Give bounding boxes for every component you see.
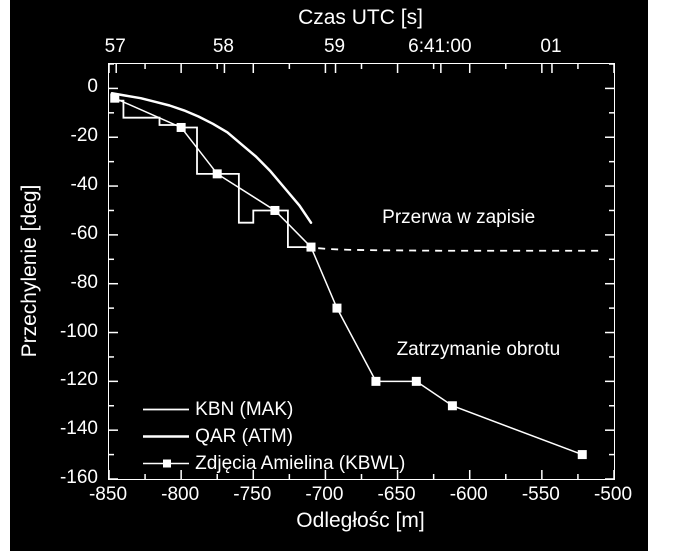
annotation-zatrzymanie: Zatrzymanie obrotu — [397, 339, 561, 361]
legend-swatch-qar — [141, 424, 195, 449]
legend-item-qar: QAR (ATM) — [141, 424, 405, 449]
legend-swatch-zdjecia — [141, 451, 195, 476]
legend-item-zdjecia: Zdjęcia Amielina (KBWL) — [141, 451, 405, 476]
x-bottom-axis-label: Odległośc [m] — [296, 509, 424, 533]
legend-label-zdjecia: Zdjęcia Amielina (KBWL) — [195, 453, 405, 475]
legend-label-kbn: KBN (MAK) — [195, 399, 293, 421]
chart-root: Czas UTC [s] Odległośc [m] Przechylenie … — [0, 0, 674, 551]
legend-swatch-kbn — [141, 397, 195, 422]
legend: KBN (MAK) QAR (ATM) Zdjęcia Amielina (KB… — [141, 395, 405, 476]
legend-label-qar: QAR (ATM) — [195, 426, 293, 448]
annotation-przerwa: Przerwa w zapisie — [382, 207, 535, 229]
legend-item-kbn: KBN (MAK) — [141, 397, 405, 422]
x-top-axis-label: Czas UTC [s] — [298, 6, 423, 30]
y-axis-label: Przechylenie [deg] — [18, 184, 42, 357]
